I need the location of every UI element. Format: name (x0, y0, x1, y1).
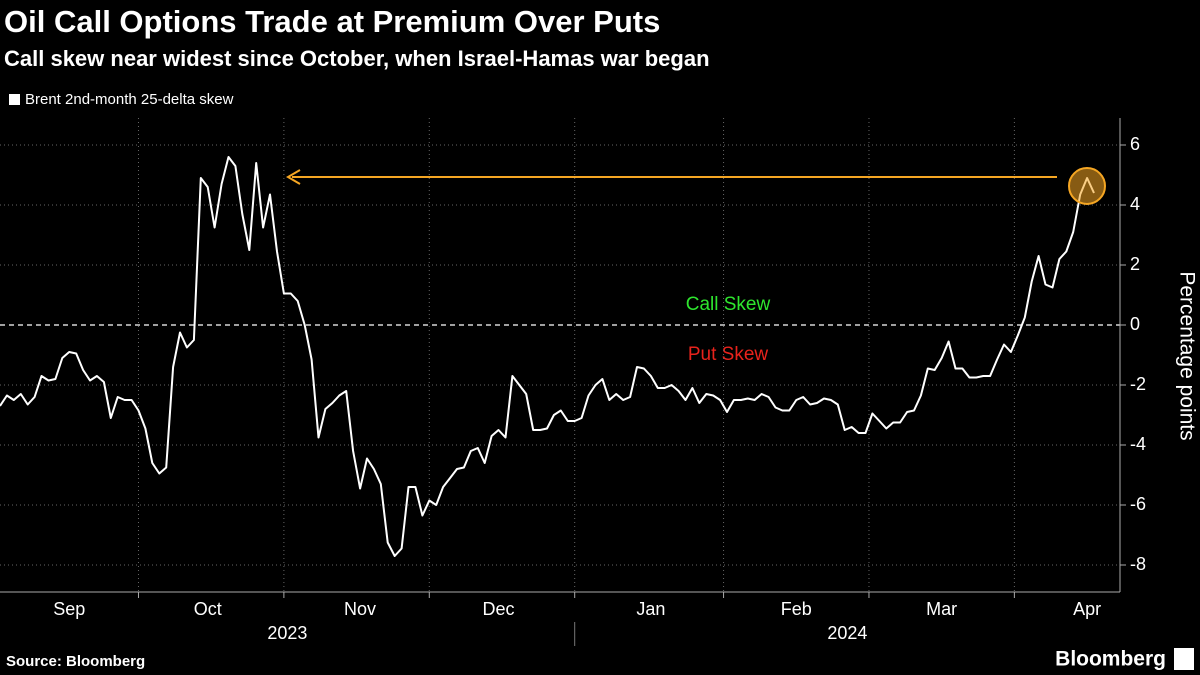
highlight-circle (1068, 167, 1106, 205)
annotation: Call Skew (686, 294, 771, 315)
y-axis-label: Percentage points (1175, 271, 1198, 440)
legend-label: Brent 2nd-month 25-delta skew (25, 91, 234, 108)
brand: Bloomberg (1055, 648, 1166, 671)
x-tick-label: Feb (781, 599, 812, 619)
year-label: 2023 (267, 623, 307, 643)
source: Source: Bloomberg (6, 653, 145, 670)
annotation: Put Skew (688, 344, 769, 365)
y-tick-label: 6 (1130, 134, 1140, 154)
arrow-head (286, 169, 301, 185)
y-tick-label: 2 (1130, 254, 1140, 274)
chart-subtitle: Call skew near widest since October, whe… (4, 46, 710, 71)
y-tick-label: -6 (1130, 494, 1146, 514)
x-tick-label: Nov (344, 599, 376, 619)
y-tick-label: -2 (1130, 374, 1146, 394)
legend-swatch (9, 94, 20, 105)
year-label: 2024 (827, 623, 867, 643)
y-tick-label: -4 (1130, 434, 1146, 454)
y-tick-label: 0 (1130, 314, 1140, 334)
x-tick-label: Oct (194, 599, 222, 619)
x-tick-label: Sep (53, 599, 85, 619)
line-series (0, 156, 1095, 557)
y-tick-label: -8 (1130, 554, 1146, 574)
chart-title: Oil Call Options Trade at Premium Over P… (4, 4, 660, 39)
x-tick-label: Apr (1073, 599, 1101, 619)
y-tick-label: 4 (1130, 194, 1140, 214)
x-tick-label: Jan (636, 599, 665, 619)
x-tick-label: Mar (926, 599, 957, 619)
brand-icon (1174, 648, 1194, 670)
x-tick-label: Dec (483, 599, 515, 619)
